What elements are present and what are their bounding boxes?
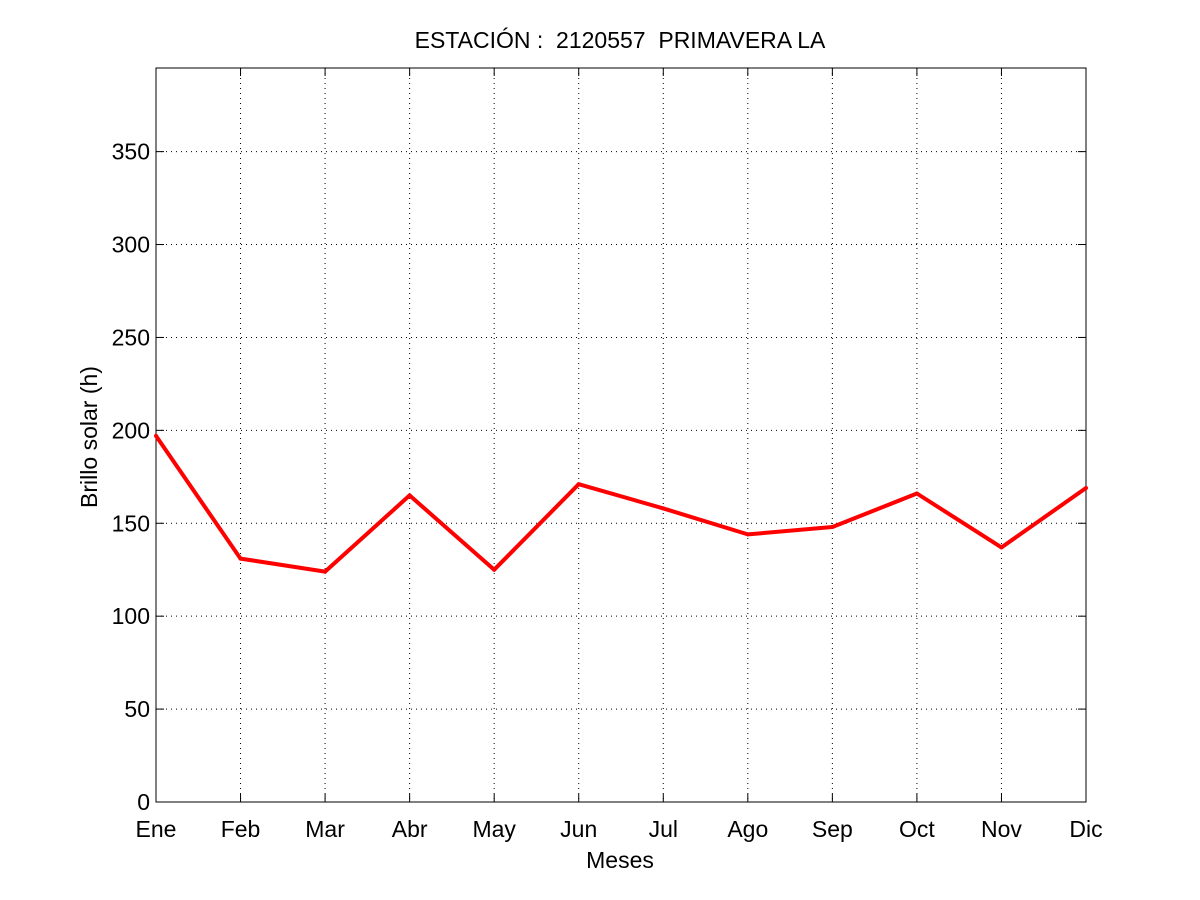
x-tick-label: Feb [221, 816, 261, 842]
data-point [1084, 485, 1088, 490]
x-tick-label: Oct [899, 816, 935, 842]
series-line [154, 434, 1088, 574]
x-tick-label: May [472, 816, 516, 842]
data-point [999, 545, 1004, 550]
data-point [238, 556, 243, 561]
data-point [914, 491, 919, 496]
axis-ticks [155, 68, 1087, 803]
y-tick-label: 150 [112, 510, 150, 536]
data-point [830, 524, 835, 529]
grid-lines [156, 68, 1086, 802]
y-tick-label: 350 [112, 139, 150, 165]
x-tick-label: Abr [392, 816, 428, 842]
x-tick-label: Jun [560, 816, 597, 842]
data-point [745, 532, 750, 537]
data-point [407, 493, 412, 498]
x-tick-label: Mar [305, 816, 345, 842]
x-tick-label: Ago [727, 816, 768, 842]
x-tick-label: Dic [1069, 816, 1102, 842]
y-tick-label: 0 [137, 789, 150, 815]
data-point [492, 567, 497, 572]
x-tick-label: Nov [981, 816, 1022, 842]
y-tick-label: 200 [112, 417, 150, 443]
x-tick-label: Sep [812, 816, 853, 842]
x-axis-label: Meses [586, 847, 654, 873]
x-tick-label: Ene [136, 816, 177, 842]
y-axis-tick-labels: 0 50 100 150 200 250 300 350 [112, 139, 150, 815]
chart-title: ESTACIÓN : 2120557 PRIMAVERA LA [415, 27, 826, 53]
y-axis-label: Brillo solar (h) [76, 366, 102, 508]
x-tick-label: Jul [649, 816, 678, 842]
y-tick-label: 100 [112, 603, 150, 629]
series-layer [154, 433, 1088, 574]
y-tick-label: 250 [112, 324, 150, 350]
data-point [323, 569, 328, 574]
data-point [661, 506, 666, 511]
x-axis-tick-labels: Ene Feb Mar Abr May Jun Jul Ago Sep Oct Nov Dic [136, 816, 1103, 842]
y-tick-label: 50 [124, 696, 150, 722]
data-point [576, 482, 581, 487]
plot-area-frame [155, 67, 1087, 803]
data-point [154, 433, 158, 438]
y-tick-label: 300 [112, 232, 150, 258]
